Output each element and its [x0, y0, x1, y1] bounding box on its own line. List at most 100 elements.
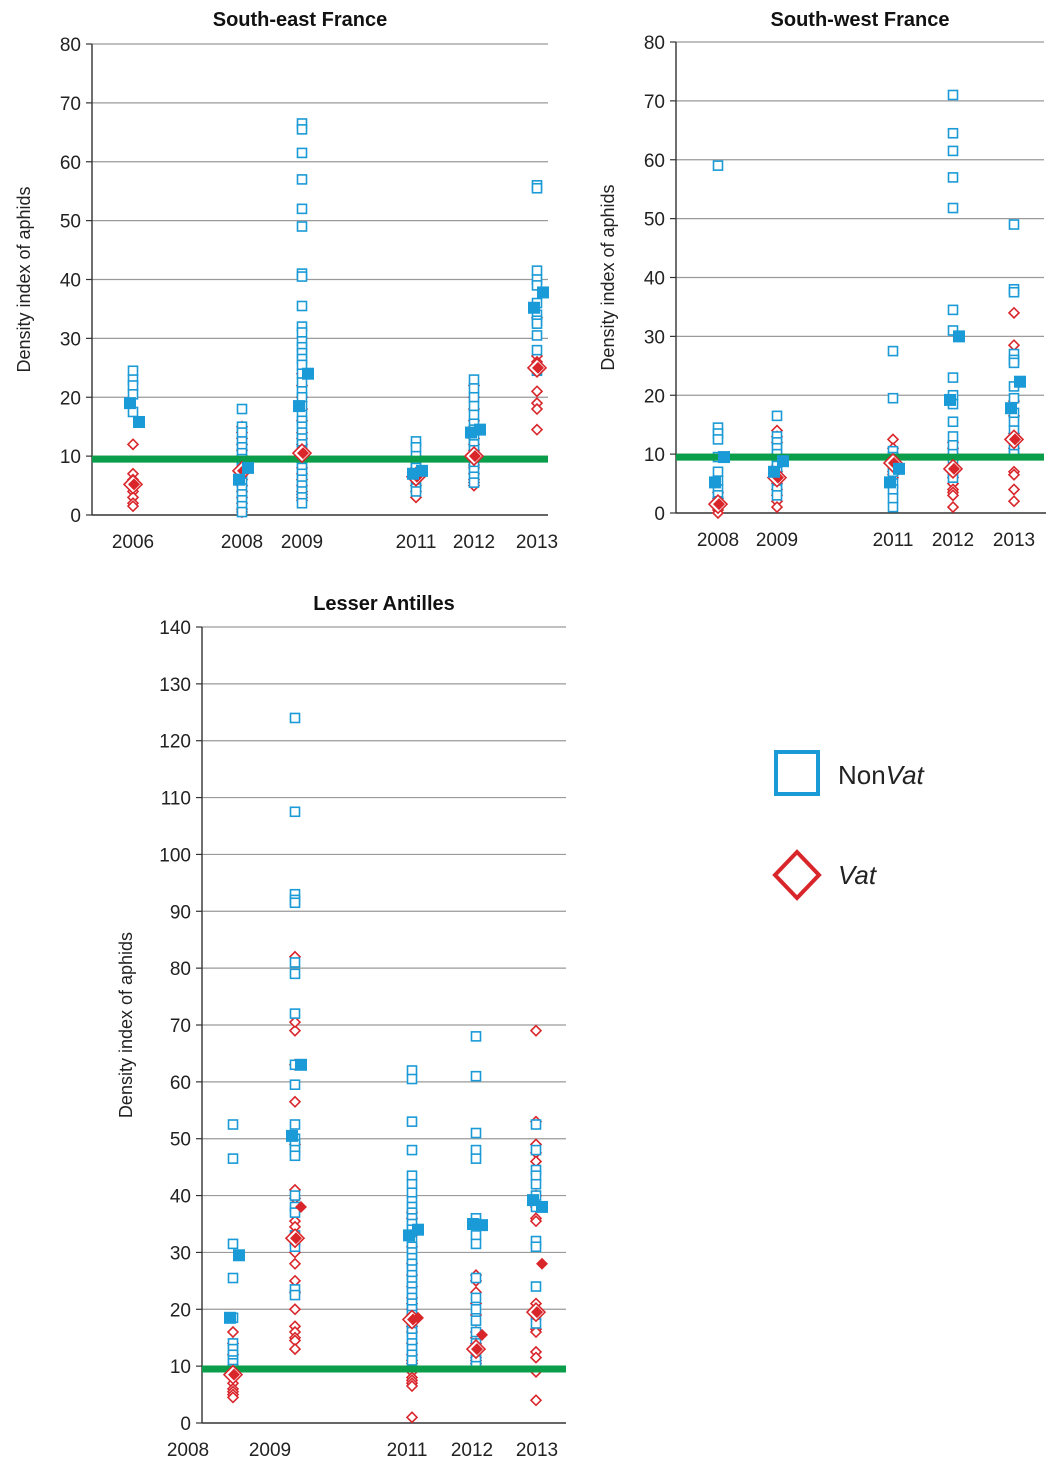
nonvat-point [289, 897, 301, 909]
vat-point [226, 1391, 240, 1404]
vat-point [405, 1379, 419, 1393]
x-tick-label: 2011 [873, 530, 914, 551]
nonvat-point [531, 265, 543, 276]
nonvat-point [470, 1303, 482, 1315]
vat-point [529, 1351, 543, 1364]
y-tick-label: 30 [170, 1243, 191, 1264]
nonvat-point [1008, 357, 1020, 369]
y-tick-label: 110 [161, 789, 191, 810]
x-tick-label: 2012 [932, 530, 974, 551]
nonvat-point [468, 477, 480, 488]
nonvat-point [236, 506, 248, 518]
y-tick-label: 10 [644, 445, 665, 466]
vat-point [1007, 495, 1021, 508]
nonvat-point [296, 327, 308, 338]
nonvat-mean-point [124, 397, 136, 410]
nonvat-point [406, 1355, 418, 1366]
y-tick-label: 40 [644, 269, 665, 290]
vat-point [770, 500, 784, 514]
vat-point [288, 1303, 302, 1316]
nonvat-mean-point [293, 400, 305, 413]
nonvat-point [406, 1116, 418, 1127]
nonvat-point [289, 806, 301, 818]
y-tick-label: 0 [180, 1414, 191, 1435]
vat-point [946, 500, 960, 514]
y-tick-label: 80 [170, 959, 191, 980]
nonvat-point [127, 365, 139, 377]
nonvat-point [289, 1190, 301, 1201]
nonvat-point [530, 1144, 542, 1156]
vat-point [529, 1394, 543, 1407]
nonvat-point [947, 439, 959, 451]
nonvat-point [227, 1119, 239, 1130]
nonvat-mean-point [953, 330, 965, 343]
x-tick-label: 2009 [756, 530, 798, 551]
nonvat-mean-point [527, 1194, 539, 1207]
vat-mean-center [948, 462, 960, 475]
chart-panel-1: 0 10 20 30 40 50 60 70 80 2006 2008 2009 2011 2012 201… [14, 9, 558, 553]
vat-point [946, 489, 960, 502]
nonvat-point [887, 392, 899, 404]
nonvat-point [406, 1178, 418, 1190]
nonvat-mean-point [286, 1129, 298, 1142]
y-tick-label: 40 [170, 1187, 191, 1208]
vat-point [126, 438, 140, 451]
x-tick-label: 2009 [249, 1440, 291, 1461]
nonvat-point [236, 403, 248, 415]
y-tick-label: 0 [70, 506, 81, 527]
nonvat-mean-point [528, 301, 540, 314]
vat-mean-center [713, 498, 725, 511]
nonvat-point [296, 124, 308, 135]
vat-mean-center [532, 361, 544, 374]
y-tick-label: 20 [644, 386, 665, 407]
nonvat-point [947, 127, 959, 139]
nonvat-point [887, 501, 899, 513]
chart-panel-2: 0 10 20 30 40 50 60 70 80 2008 2009 2011 2012 2013 Sou… [598, 9, 1046, 551]
nonvat-point [470, 1127, 482, 1139]
y-tick-label: 120 [159, 732, 191, 753]
nonvat-mean-point [233, 1249, 245, 1262]
nonvat-mean-point [224, 1311, 236, 1324]
vat-mean-center [471, 1343, 483, 1356]
y-tick-label: 70 [170, 1016, 191, 1037]
vat-point [1007, 306, 1021, 319]
y-tick-label: 60 [60, 153, 81, 174]
nonvat-point [406, 1187, 418, 1199]
nonvat-mean-point [1014, 375, 1026, 388]
vat-mean-center [1009, 433, 1021, 446]
legend-nonvat-label: NonVat [838, 760, 926, 790]
nonvat-point [468, 383, 480, 394]
nonvat-point [947, 202, 959, 214]
nonvat-point [1008, 286, 1020, 298]
vat-point [288, 1257, 302, 1270]
y-tick-label: 10 [170, 1357, 191, 1378]
chart-title: South-east France [213, 9, 387, 31]
y-tick-label: 80 [60, 35, 81, 56]
nonvat-point [227, 1272, 239, 1284]
nonvat-point [470, 1144, 482, 1156]
nonvat-point [1008, 416, 1020, 428]
y-tick-label: 50 [644, 210, 665, 231]
x-tick-label: 2013 [516, 1440, 558, 1461]
y-tick-label: 30 [60, 329, 81, 350]
x-tick-label: 2013 [993, 530, 1035, 551]
nonvat-point [289, 968, 301, 980]
nonvat-mean-point [416, 464, 428, 477]
vat-filled-point [536, 1257, 548, 1270]
legend-nonvat-symbol [774, 750, 820, 796]
nonvat-point [531, 318, 543, 329]
nonvat-point [406, 1073, 418, 1085]
nonvat-point [947, 431, 959, 442]
legend-vat-label: Vat [838, 860, 878, 890]
nonvat-point [468, 409, 480, 421]
nonvat-point [1008, 392, 1020, 404]
nonvat-point [947, 172, 959, 183]
vat-point [288, 1024, 302, 1037]
nonvat-point [530, 1178, 542, 1190]
nonvat-point [296, 147, 308, 159]
nonvat-point [296, 497, 308, 509]
y-tick-label: 0 [654, 504, 665, 525]
legend-vat-symbol [772, 849, 822, 901]
vat-filled-point [412, 1311, 424, 1324]
